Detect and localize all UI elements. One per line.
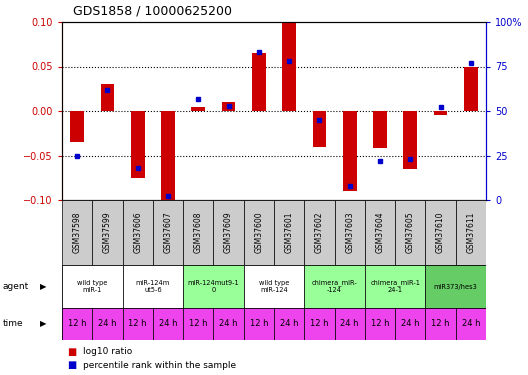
Bar [153, 308, 183, 340]
Text: agent: agent [3, 282, 29, 291]
Text: time: time [3, 320, 23, 328]
Bar [70, 111, 84, 142]
Text: 12 h: 12 h [310, 320, 328, 328]
Text: chimera_miR-1
24-1: chimera_miR-1 24-1 [370, 280, 420, 293]
Bar [244, 265, 304, 308]
Bar [365, 265, 426, 308]
Text: 12 h: 12 h [189, 320, 208, 328]
Bar [101, 84, 114, 111]
Bar [92, 200, 122, 265]
Bar [304, 200, 335, 265]
Bar [153, 200, 183, 265]
Text: ■: ■ [67, 360, 77, 370]
Bar [274, 308, 304, 340]
Bar [395, 308, 426, 340]
Text: ■: ■ [67, 347, 77, 357]
Text: 12 h: 12 h [431, 320, 450, 328]
Text: 12 h: 12 h [371, 320, 389, 328]
Bar [122, 265, 183, 308]
Bar [426, 308, 456, 340]
Text: GSM37605: GSM37605 [406, 211, 415, 254]
Text: 24 h: 24 h [159, 320, 177, 328]
Text: ▶: ▶ [40, 282, 46, 291]
Bar [373, 111, 387, 148]
Bar [122, 200, 153, 265]
Text: GSM37598: GSM37598 [73, 212, 82, 253]
Text: GSM37601: GSM37601 [285, 212, 294, 253]
Text: 24 h: 24 h [98, 320, 117, 328]
Bar [304, 308, 335, 340]
Bar [183, 200, 213, 265]
Bar [456, 308, 486, 340]
Text: 24 h: 24 h [461, 320, 480, 328]
Text: GSM37609: GSM37609 [224, 211, 233, 254]
Text: GSM37608: GSM37608 [194, 212, 203, 253]
Bar [335, 308, 365, 340]
Text: GSM37604: GSM37604 [375, 211, 384, 254]
Text: 12 h: 12 h [128, 320, 147, 328]
Text: GSM37599: GSM37599 [103, 211, 112, 254]
Bar [313, 111, 326, 147]
Bar [213, 200, 244, 265]
Bar [183, 308, 213, 340]
Bar [213, 308, 244, 340]
Text: miR373/hes3: miR373/hes3 [434, 284, 478, 290]
Bar [274, 200, 304, 265]
Bar [244, 308, 274, 340]
Bar [464, 66, 478, 111]
Text: chimera_miR-
-124: chimera_miR- -124 [312, 280, 357, 293]
Bar [252, 53, 266, 111]
Bar [122, 308, 153, 340]
Bar [365, 200, 395, 265]
Bar [304, 265, 365, 308]
Text: ▶: ▶ [40, 320, 46, 328]
Text: log10 ratio: log10 ratio [83, 348, 133, 357]
Text: wild type
miR-1: wild type miR-1 [77, 280, 108, 293]
Bar [222, 102, 235, 111]
Bar [131, 111, 145, 178]
Text: wild type
miR-124: wild type miR-124 [259, 280, 289, 293]
Text: GSM37610: GSM37610 [436, 212, 445, 253]
Text: 24 h: 24 h [219, 320, 238, 328]
Bar [183, 265, 244, 308]
Bar [426, 200, 456, 265]
Bar [62, 200, 92, 265]
Bar [395, 200, 426, 265]
Bar [244, 200, 274, 265]
Text: GSM37603: GSM37603 [345, 211, 354, 254]
Text: GDS1858 / 10000625200: GDS1858 / 10000625200 [72, 5, 232, 18]
Bar [335, 200, 365, 265]
Text: GSM37602: GSM37602 [315, 212, 324, 253]
Bar [434, 111, 447, 116]
Text: GSM37611: GSM37611 [466, 212, 475, 253]
Text: 24 h: 24 h [401, 320, 420, 328]
Text: miR-124mut9-1
0: miR-124mut9-1 0 [187, 280, 239, 293]
Bar [161, 111, 175, 200]
Text: GSM37600: GSM37600 [254, 211, 263, 254]
Bar [92, 308, 122, 340]
Bar [192, 106, 205, 111]
Text: 12 h: 12 h [68, 320, 87, 328]
Bar [426, 265, 486, 308]
Text: percentile rank within the sample: percentile rank within the sample [83, 360, 236, 369]
Bar [343, 111, 356, 191]
Text: miR-124m
ut5-6: miR-124m ut5-6 [136, 280, 170, 293]
Bar [282, 22, 296, 111]
Text: GSM37606: GSM37606 [133, 211, 142, 254]
Text: 24 h: 24 h [280, 320, 298, 328]
Bar [403, 111, 417, 169]
Bar [365, 308, 395, 340]
Text: GSM37607: GSM37607 [164, 211, 173, 254]
Text: 24 h: 24 h [341, 320, 359, 328]
Bar [456, 200, 486, 265]
Bar [62, 265, 122, 308]
Bar [62, 308, 92, 340]
Text: 12 h: 12 h [250, 320, 268, 328]
